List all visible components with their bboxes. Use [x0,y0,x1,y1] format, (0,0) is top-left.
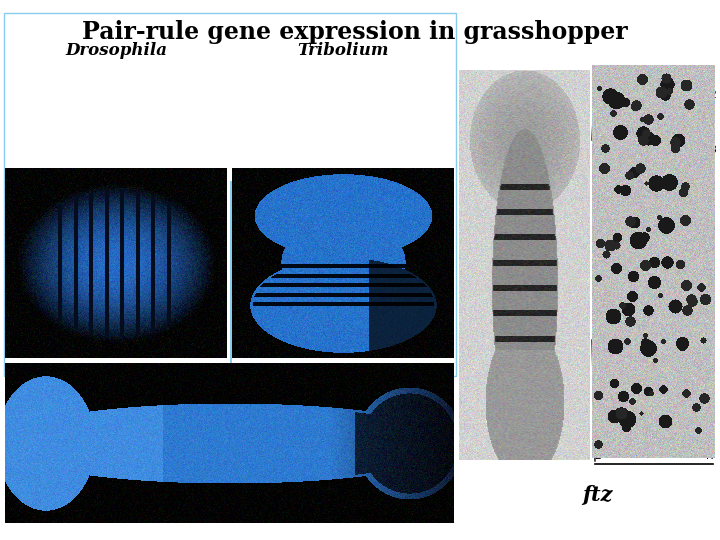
Text: ne: ne [461,355,474,365]
Text: R: R [706,451,713,461]
Text: A2: A2 [703,267,717,277]
Bar [230,181,232,376]
Bar [4,13,456,376]
Text: *: * [420,138,430,157]
Text: (c): (c) [10,368,29,381]
Text: Pair-rule gene expression in grasshopper: Pair-rule gene expression in grasshopper [82,20,628,44]
Text: (b): (b) [237,182,258,195]
Text: T2: T2 [704,90,717,100]
Text: Md-: Md- [461,205,480,215]
Text: C: C [596,69,605,82]
Text: Drosophila: Drosophila [65,42,167,59]
Text: B: B [462,74,471,87]
Text: ftz: ftz [582,485,612,505]
Text: L: L [595,451,600,461]
Text: T2-: T2- [461,245,477,255]
Text: A1: A1 [703,207,717,217]
Text: (a): (a) [10,182,30,195]
Text: Tribolium: Tribolium [297,42,389,59]
Text: T3: T3 [704,145,717,155]
Text: eve: eve [166,393,204,413]
Text: A3: A3 [703,325,717,335]
